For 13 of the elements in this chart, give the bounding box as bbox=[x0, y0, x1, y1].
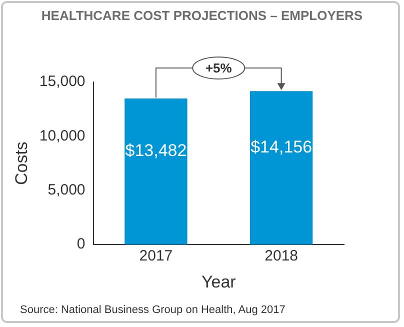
y-tick-label: 0 bbox=[76, 236, 86, 253]
text: +5% bbox=[205, 60, 232, 76]
y-tick-label: 15,000 bbox=[39, 73, 86, 90]
y-tick-label: 10,000 bbox=[39, 127, 86, 144]
data-label: $13,482 bbox=[125, 141, 187, 160]
source-note: Source: National Business Group on Health, Aug 2017 bbox=[20, 304, 286, 316]
x-tick-label: 2018 bbox=[264, 248, 298, 265]
chart-title: HEALTHCARE COST PROJECTIONS – EMPLOYERS bbox=[40, 8, 364, 23]
y-axis-title: Costs bbox=[12, 142, 31, 186]
x-axis-title: Year bbox=[201, 272, 236, 292]
data-label: $14,156 bbox=[250, 138, 312, 157]
x-tick-label: 2017 bbox=[139, 248, 173, 265]
y-tick-label: 5,000 bbox=[48, 182, 86, 199]
